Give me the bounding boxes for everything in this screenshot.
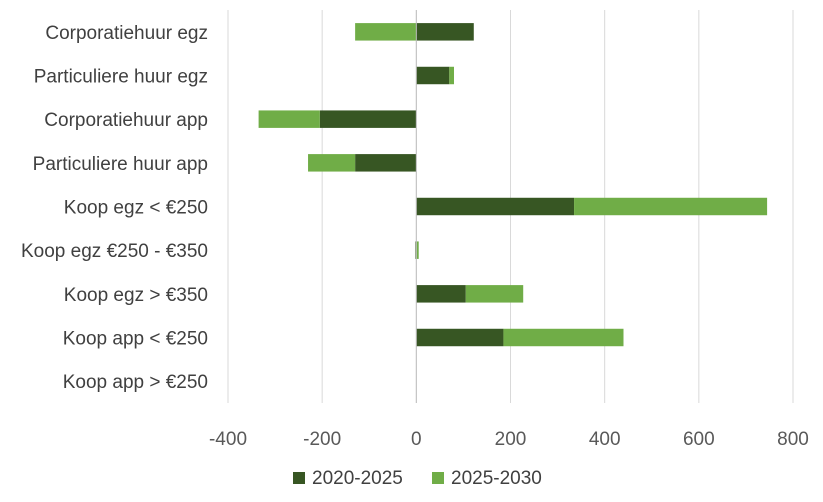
legend: 2020-2025 2025-2030	[293, 468, 542, 489]
category-label: Corporatiehuur app	[44, 110, 208, 131]
legend-swatch-0	[293, 472, 305, 484]
legend-swatch-1	[432, 472, 444, 484]
bar-2020-2025-1	[416, 66, 450, 85]
category-label: Koop egz < €250	[64, 198, 208, 219]
bar-2025-2030-0	[355, 23, 417, 41]
x-tick-label: 800	[777, 429, 809, 450]
x-tick-label: 200	[495, 429, 527, 450]
category-label: Koop egz €250 - €350	[21, 241, 208, 262]
category-label: Particuliere huur egz	[34, 67, 208, 88]
category-label: Corporatiehuur egz	[45, 23, 208, 44]
x-tick-labels: -400 -200 0 200 400 600 800	[209, 429, 809, 450]
x-tick-label: -200	[303, 429, 341, 450]
category-label: Particuliere huur app	[33, 154, 208, 175]
bar-2025-2030-6	[465, 285, 524, 303]
bar-2020-2025-3	[355, 154, 417, 172]
legend-label-0: 2020-2025	[312, 468, 403, 489]
category-label: Koop egz > €350	[64, 285, 208, 306]
bar-2025-2030-2	[258, 110, 320, 128]
bar-2020-2025-6	[416, 285, 466, 303]
x-tick-label: 0	[411, 429, 422, 450]
category-label: Koop app > €250	[63, 372, 208, 393]
bar-2020-2025-2	[319, 110, 417, 128]
bar-2025-2030-3	[308, 154, 356, 172]
bar-2025-2030-7	[503, 328, 624, 347]
x-tick-label: -400	[209, 429, 247, 450]
bar-2025-2030-5	[416, 241, 419, 259]
bar-2025-2030-4	[574, 197, 768, 216]
bars	[258, 10, 768, 403]
bar-2020-2025-7	[416, 328, 504, 347]
category-label: Koop app < €250	[63, 329, 208, 350]
x-tick-label: 400	[589, 429, 621, 450]
bar-2020-2025-0	[416, 23, 474, 41]
bar-2020-2025-4	[416, 197, 575, 216]
legend-label-1: 2025-2030	[451, 468, 542, 489]
category-labels: Corporatiehuur egz Particuliere huur egz C…	[21, 23, 208, 393]
x-tick-label: 600	[683, 429, 715, 450]
bar-2025-2030-1	[449, 66, 454, 85]
